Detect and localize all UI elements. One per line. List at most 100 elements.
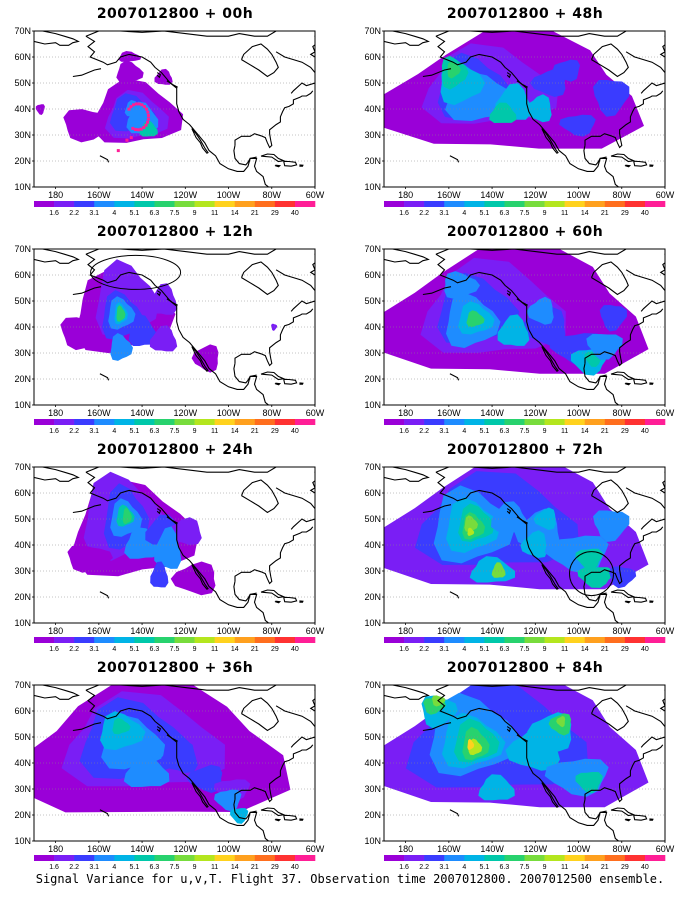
coastline (275, 269, 315, 312)
coastline (449, 155, 460, 163)
lat-tick-label: 70N (364, 680, 381, 690)
lon-tick-label: 140W (130, 408, 154, 418)
variance-contour (149, 325, 178, 352)
variance-contour (149, 283, 178, 315)
colorbar-swatch (444, 201, 465, 207)
colorbar-label: 6.3 (150, 428, 160, 435)
colorbar-label: 9 (193, 646, 197, 653)
variance-contour (505, 726, 560, 771)
colorbar-swatch (234, 855, 256, 861)
colorbar-swatch (404, 419, 425, 425)
coastline (274, 382, 282, 386)
coastline (449, 373, 460, 381)
colorbar-swatch (154, 855, 175, 861)
coastline (156, 726, 162, 733)
colorbar-swatch (34, 201, 55, 207)
coastline (99, 155, 110, 163)
variance-contour (556, 716, 566, 728)
coastline (590, 43, 629, 78)
map-panel-36h: 2007012800 + 36h 10N 20N 30N 40N 50N 60N 70N 18… (0, 654, 350, 872)
colorbar-swatch (154, 201, 175, 207)
variance-contour (586, 334, 623, 360)
lat-tick-label: 60N (14, 706, 31, 716)
lat-tick-label: 50N (14, 514, 31, 524)
coastline (384, 467, 430, 482)
coastline (85, 467, 277, 473)
variance-contour (552, 59, 580, 82)
variance-contour (593, 510, 630, 542)
colorbar-label: 7.5 (520, 864, 530, 871)
coastline (516, 734, 528, 742)
colorbar-label: 14 (231, 210, 239, 217)
coastlines (34, 685, 315, 841)
lon-tick-label: 100W (217, 408, 241, 418)
variance-contour (63, 109, 118, 143)
colorbar-label: 21 (601, 646, 609, 653)
colorbar-swatch (544, 419, 565, 425)
variance-contour (520, 530, 548, 558)
coastline (166, 516, 178, 524)
coastline (506, 726, 512, 733)
lon-tick-label: 100W (567, 626, 591, 636)
lat-tick-label: 30N (364, 566, 381, 576)
lat-tick-label: 50N (14, 732, 31, 742)
lat-tick-label: 20N (364, 374, 381, 384)
field-layer (384, 249, 649, 376)
lat-tick-label: 60N (364, 270, 381, 280)
map-svg: 10N 20N 30N 40N 50N 60N 70N 180 160W 140W 120W 100W… (364, 244, 674, 435)
colorbar-label: 9 (543, 646, 547, 653)
variance-contour (161, 739, 198, 773)
colorbar-label: 9 (193, 428, 197, 435)
coastline (449, 591, 460, 599)
lon-tick-label: 180 (48, 408, 63, 418)
coastline (299, 164, 304, 167)
variance-contour (599, 305, 627, 332)
coastline (309, 253, 315, 276)
coastline (260, 807, 286, 817)
colorbar-label: 1.6 (399, 646, 409, 653)
coastline (274, 164, 282, 168)
colorbar-label: 21 (601, 210, 609, 217)
variance-contour (139, 121, 158, 137)
coastline (85, 471, 270, 623)
colorbar-swatch (484, 201, 505, 207)
colorbar-label: 4 (462, 646, 466, 653)
colorbar-swatch (524, 201, 545, 207)
coastline (233, 145, 257, 166)
lon-tick-label: 140W (480, 844, 504, 854)
colorbar-label: 4 (112, 864, 116, 871)
lon-tick-label: 80W (263, 844, 282, 854)
lon-tick-label: 180 (398, 190, 413, 200)
coastline (85, 253, 270, 405)
colorbar-label: 21 (601, 428, 609, 435)
colorbar-label: 4 (462, 210, 466, 217)
lat-tick-label: 60N (14, 270, 31, 280)
coastline (260, 153, 286, 163)
colorbar-label: 2.2 (69, 428, 79, 435)
colorbar-swatch (624, 201, 646, 207)
lat-tick-label: 60N (14, 488, 31, 498)
coastlines (384, 249, 665, 405)
lat-tick-label: 60N (364, 52, 381, 62)
lat-tick-label: 70N (14, 26, 31, 36)
lat-tick-label: 50N (364, 732, 381, 742)
panel-title: 2007012800 + 00h (96, 6, 254, 22)
field-layer (34, 685, 291, 824)
lon-tick-label: 180 (398, 626, 413, 636)
colorbar-label: 14 (581, 210, 589, 217)
track-dot (140, 103, 144, 107)
coastline (624, 600, 632, 604)
colorbar-swatch (484, 637, 505, 643)
coastline (583, 145, 607, 166)
lon-tick-label: 120W (174, 190, 198, 200)
colorbar-label: 7.5 (520, 210, 530, 217)
lat-tick-label: 20N (364, 156, 381, 166)
colorbar-label: 9 (193, 210, 197, 217)
colorbar-label: 5.1 (479, 210, 489, 217)
colorbar-swatch (74, 201, 95, 207)
colorbar-swatch (524, 637, 545, 643)
lat-tick-label: 30N (14, 566, 31, 576)
lon-tick-label: 120W (174, 844, 198, 854)
colorbar-swatch (254, 855, 276, 861)
annotation-layer (116, 102, 151, 153)
